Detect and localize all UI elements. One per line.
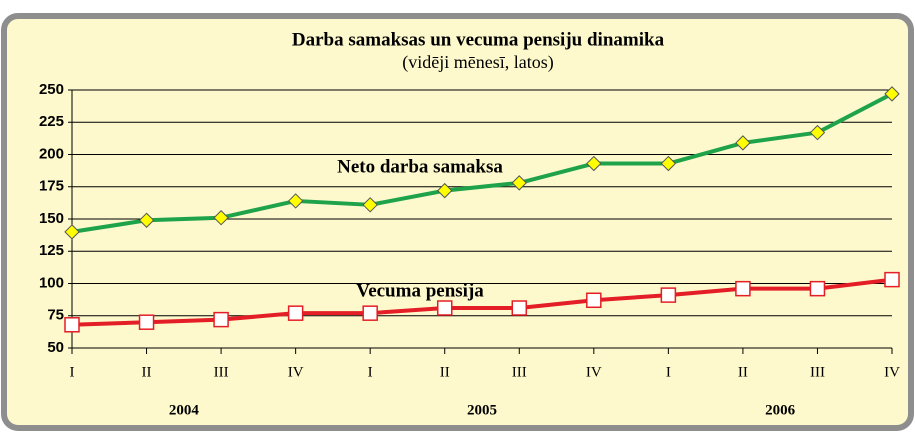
y-tick-label: 225: [39, 113, 64, 130]
y-tick-label: 125: [39, 242, 64, 259]
year-label: 2005: [467, 402, 497, 418]
marker: [511, 175, 527, 191]
chart-title: Darba samaksas un vecuma pensiju dinamik…: [292, 29, 665, 50]
x-tick-label: III: [810, 364, 825, 380]
marker: [362, 305, 378, 321]
marker: [362, 197, 378, 213]
x-tick-label: I: [666, 364, 671, 380]
marker: [436, 300, 453, 316]
x-tick-label: III: [512, 364, 527, 380]
marker: [884, 271, 900, 288]
marker: [213, 311, 229, 328]
x-tick-label: III: [214, 364, 229, 380]
marker: [64, 224, 80, 240]
chart-subtitle: (vidēji mēnesī, latos): [402, 52, 553, 73]
y-tick-label: 75: [47, 307, 64, 324]
series-line: [71, 92, 893, 234]
marker: [586, 155, 602, 172]
x-tick-label: II: [142, 364, 152, 380]
x-tick-label: I: [368, 364, 373, 380]
marker: [735, 280, 751, 297]
marker: [138, 212, 155, 228]
x-tick-label: IV: [884, 364, 900, 380]
series-label: Neto darba samaksa: [337, 156, 503, 177]
x-tick-label: II: [738, 364, 748, 380]
marker: [586, 292, 602, 309]
x-tick-label: I: [70, 364, 75, 380]
panel: [1, 13, 914, 431]
marker: [437, 182, 453, 199]
y-tick-label: 250: [39, 81, 64, 98]
series-line: [71, 277, 893, 327]
marker: [287, 305, 304, 321]
year-label: 2006: [765, 402, 796, 418]
y-tick-label: 150: [39, 210, 64, 227]
y-tick-label: 50: [47, 339, 64, 356]
marker: [511, 300, 528, 316]
marker: [213, 210, 229, 226]
marker: [809, 124, 826, 141]
marker: [138, 314, 155, 330]
marker: [287, 193, 304, 209]
y-tick-label: 175: [39, 178, 64, 195]
y-tick-label: 200: [39, 145, 64, 162]
marker: [809, 280, 826, 297]
marker: [660, 155, 677, 172]
x-tick-label: IV: [586, 364, 602, 380]
marker: [64, 317, 80, 333]
marker: [735, 135, 751, 151]
marker: [884, 86, 900, 102]
x-tick-label: IV: [288, 364, 304, 380]
series-label: Vecuma pensija: [356, 280, 484, 301]
year-label: 2004: [169, 402, 200, 418]
x-tick-label: II: [440, 364, 450, 380]
y-tick-label: 100: [39, 274, 64, 291]
marker: [660, 287, 677, 303]
